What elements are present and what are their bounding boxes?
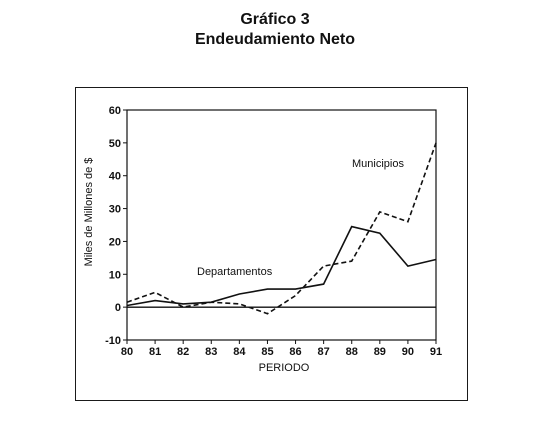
y-tick-label: 30 <box>109 204 121 216</box>
x-tick-label: 82 <box>177 346 189 358</box>
x-tick-label: 90 <box>402 346 414 358</box>
x-tick-label: 88 <box>346 346 358 358</box>
y-tick-label: 50 <box>109 138 121 150</box>
x-tick-label: 89 <box>374 346 386 358</box>
y-axis-title: Miles de Millones de $ <box>83 158 95 267</box>
series-label-departamentos: Departamentos <box>197 266 273 278</box>
x-tick-label: 91 <box>430 346 442 358</box>
chart-subtitle: Endeudamiento Neto <box>194 31 355 48</box>
y-tick-label: 20 <box>109 236 121 248</box>
series-line-departamentos <box>126 225 437 307</box>
plot-area <box>126 109 437 341</box>
x-tick-label: 84 <box>233 346 246 358</box>
y-tick-label: -10 <box>105 335 121 347</box>
y-tick-label: 0 <box>115 302 121 314</box>
series-line-municipios <box>126 142 437 315</box>
y-tick-label: 10 <box>109 269 121 281</box>
x-tick-label: 80 <box>121 346 133 358</box>
y-tick-label: 40 <box>109 171 121 183</box>
series-label-municipios: Municipios <box>352 158 404 170</box>
chart-title-block: Gráfico 3 Endeudamiento Neto <box>0 10 550 50</box>
chart-title: Gráfico 3 <box>240 11 310 28</box>
y-tick-label: 60 <box>109 105 121 117</box>
x-tick-label: 86 <box>289 346 301 358</box>
x-axis-title: PERIODO <box>259 362 310 374</box>
x-tick-label: 81 <box>149 346 161 358</box>
chart-frame <box>75 87 468 401</box>
x-tick-label: 83 <box>205 346 217 358</box>
x-tick-label: 87 <box>318 346 330 358</box>
x-tick-label: 85 <box>261 346 273 358</box>
